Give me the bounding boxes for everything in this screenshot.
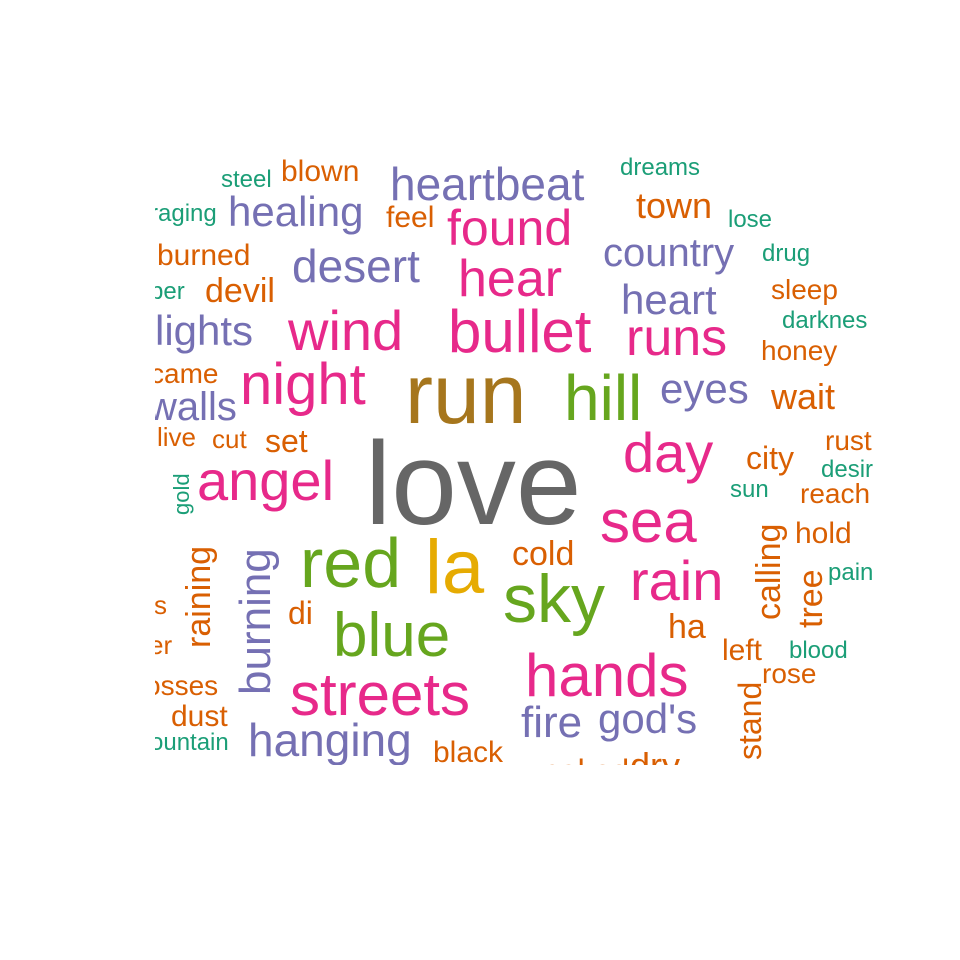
word-black: black	[433, 736, 504, 769]
word-blood: blood	[789, 637, 848, 664]
word-naked: naked	[542, 753, 629, 789]
word-hold: hold	[795, 517, 852, 550]
word-osses: osses	[145, 670, 218, 701]
word-devil: devil	[205, 272, 275, 310]
word-darknes: darknes	[782, 307, 867, 334]
word-walls: walls	[147, 385, 237, 429]
word-blue: blue	[333, 601, 450, 670]
word-found: found	[447, 200, 572, 256]
word-stand: stand	[732, 682, 768, 760]
word-rain: rain	[630, 549, 723, 612]
word-cut: cut	[212, 424, 247, 454]
word-la: la	[425, 525, 485, 610]
word-sleep: sleep	[771, 274, 838, 305]
word-hill: hill	[564, 362, 642, 434]
word-left: left	[722, 634, 763, 667]
word-red: red	[300, 524, 401, 602]
word-pain: pain	[828, 559, 873, 586]
word-live: live	[157, 422, 196, 452]
word-ha: ha	[668, 608, 706, 646]
word-raining: raining	[180, 546, 218, 648]
word-calling: calling	[750, 524, 788, 620]
word-hanging: hanging	[248, 714, 412, 766]
word-streets: streets	[290, 661, 470, 728]
word-healing: healing	[228, 188, 363, 235]
word-ountain: ountain	[150, 729, 229, 756]
word-rose: rose	[762, 658, 816, 689]
word-sea: sea	[600, 488, 697, 555]
word-feel: feel	[386, 201, 434, 234]
word-burning: burning	[231, 548, 280, 695]
word-dry: dry	[630, 745, 680, 786]
word-wait: wait	[770, 376, 835, 417]
word-per: per	[150, 278, 185, 305]
word-er: er	[149, 630, 172, 660]
word-raging: raging	[150, 200, 217, 227]
word-reach: reach	[800, 478, 870, 509]
word-love: love	[365, 418, 581, 550]
word-hands: hands	[525, 642, 688, 709]
word-dust: dust	[171, 700, 228, 733]
word-came: came	[150, 358, 218, 389]
word-town: town	[636, 185, 712, 226]
word-runs: runs	[626, 309, 727, 367]
word-heart: heart	[621, 276, 717, 323]
word-lose: lose	[728, 206, 772, 233]
word-day: day	[623, 421, 713, 484]
word-heartbeat: heartbeat	[390, 158, 585, 210]
word-blown: blown	[281, 155, 359, 188]
word-s: s	[154, 590, 167, 620]
word-cold: cold	[512, 535, 574, 573]
word-rust: rust	[825, 425, 872, 456]
word-set: set	[265, 423, 308, 459]
word-run: run	[405, 347, 526, 441]
word-desert: desert	[292, 240, 420, 292]
word-fire: fire	[521, 698, 582, 747]
word-burned: burned	[157, 239, 250, 272]
word-country: country	[603, 231, 734, 275]
word-honey: honey	[761, 335, 837, 366]
word-desir: desir	[821, 456, 873, 483]
word-wind: wind	[287, 299, 403, 362]
word-drug: drug	[762, 240, 810, 267]
word-night: night	[240, 352, 366, 417]
word-tree: tree	[792, 569, 830, 628]
word-god-s: god's	[598, 695, 697, 742]
word-lights: lights	[155, 307, 253, 354]
word-di: di	[288, 595, 313, 631]
word-city: city	[746, 440, 794, 476]
word-hear: hear	[458, 250, 562, 308]
word-sun: sun	[730, 476, 769, 503]
word-angel: angel	[197, 449, 334, 512]
word-bullet: bullet	[448, 298, 592, 365]
word-eyes: eyes	[660, 365, 749, 412]
word-dreams: dreams	[620, 154, 700, 181]
word-steel: steel	[221, 166, 272, 193]
word-gold: gold	[169, 473, 194, 515]
word-sky: sky	[503, 561, 605, 637]
